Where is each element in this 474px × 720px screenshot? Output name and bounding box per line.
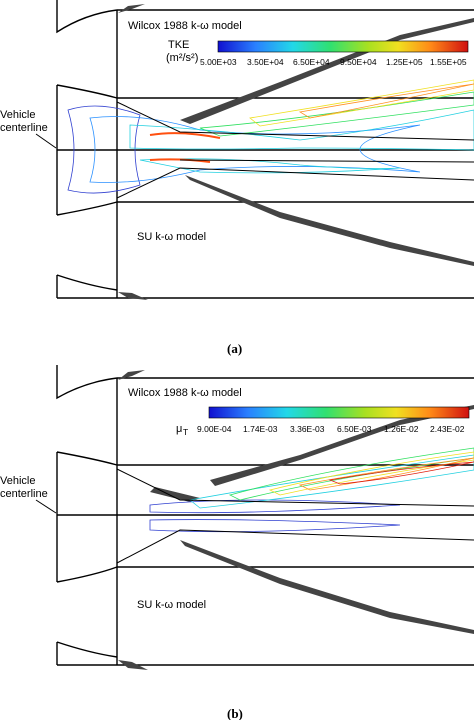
centerline-pointer-b [35,499,57,514]
legend-tick-b-5: 2.43E-02 [430,424,465,434]
legend-tick-b-2: 3.36E-03 [290,424,325,434]
streamlines-a [116,101,474,199]
legend-a: TKE (m²/s²) 5.00E+03 3.50E+04 6.50E+04 9… [166,39,469,67]
legend-tick-a-5: 1.55E+05 [430,57,467,67]
bottom-model-label-b: SU k-ω model [137,599,206,611]
streamlines-b [116,468,474,564]
vehicle-shapes-a [118,4,474,300]
bottom-model-label-a: SU k-ω model [137,231,206,243]
caption-a: (a) [227,341,242,356]
legend-tick-a-2: 6.50E+04 [293,57,330,67]
legend-tick-a-4: 1.25E+05 [386,57,423,67]
vehicle-shapes-b [118,370,474,670]
panel-a: TKE (m²/s²) 5.00E+03 3.50E+04 6.50E+04 9… [0,0,474,356]
legend-tick-b-3: 6.50E-03 [337,424,372,434]
centerline-pointer-a [35,133,57,149]
legend-title-b-2: T [183,427,188,437]
legend-title-a-2: (m²/s²) [166,52,198,64]
geometry-lines-a [56,0,474,299]
contour-field-a [67,79,474,194]
caption-b: (b) [227,706,243,720]
colorbar-b [208,406,470,419]
top-model-label-a: Wilcox 1988 k-ω model [128,20,242,32]
centerline-label-b-1: Vehicle [0,475,35,487]
colorbar-a [217,40,469,53]
legend-tick-b-0: 9.00E-04 [197,424,232,434]
legend-tick-a-0: 5.00E+03 [200,57,237,67]
contour-field-b [149,447,474,533]
centerline-label-a-2: centerline [0,122,48,134]
legend-b: μ T 9.00E-04 1.74E-03 3.36E-03 6.50E-03 … [176,406,470,437]
legend-title-b-1: μ [176,423,182,435]
legend-tick-a-1: 3.50E+04 [247,57,284,67]
centerline-label-a-1: Vehicle [0,109,35,121]
centerline-label-b-2: centerline [0,488,48,500]
legend-title-a-1: TKE [168,39,189,51]
panel-b: μ T 9.00E-04 1.74E-03 3.36E-03 6.50E-03 … [0,365,474,720]
legend-tick-b-4: 1.26E-02 [384,424,419,434]
top-model-label-b: Wilcox 1988 k-ω model [128,387,242,399]
legend-tick-b-1: 1.74E-03 [243,424,278,434]
legend-tick-a-3: 9.50E+04 [340,57,377,67]
